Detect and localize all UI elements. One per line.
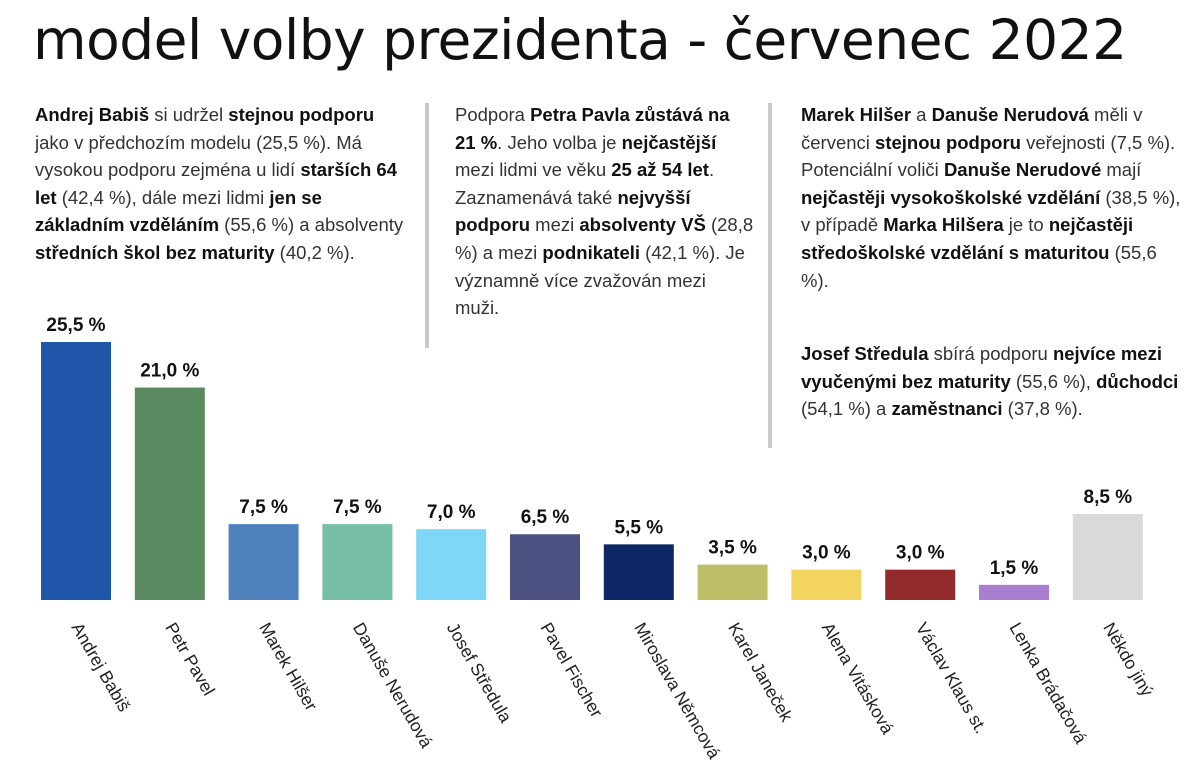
p2-segment: podnikateli <box>542 241 641 263</box>
category-label: Miroslava Němcová <box>630 619 724 762</box>
bar-10 <box>979 584 1049 600</box>
p3-segment: veřejnosti (7,5 %). Potenciální voliči <box>801 131 1176 181</box>
p4-segment: (55,6 %), <box>1010 370 1097 392</box>
p4-segment: (37,8 %). <box>1002 398 1083 420</box>
p4-segment: (54,1 %) a <box>801 398 892 420</box>
category-label: Danuše Nerudová <box>349 619 437 751</box>
bar-value-label: 8,5 % <box>1084 487 1133 508</box>
p2-segment: absolventy VŠ <box>579 214 706 236</box>
p4-segment: Josef Středula <box>801 343 929 364</box>
p1-segment: (42,4 %), dále mezi lidmi <box>56 186 270 208</box>
column-divider-1 <box>425 103 429 348</box>
p4-segment: nejvíce mezi vyučenými bez maturity <box>801 343 1162 392</box>
p4-segment: zaměstnanci <box>891 398 1003 420</box>
bar-value-label: 3,0 % <box>896 543 945 564</box>
category-label: Pavel Fischer <box>537 619 607 721</box>
p1-segment: Andrej Babiš <box>35 104 150 125</box>
p2-segment: Podpora <box>455 104 531 125</box>
bar-value-label: 1,5 % <box>990 558 1039 579</box>
p2-segment: nejvyšší podporu <box>455 186 691 236</box>
p4-segment: důchodci <box>1096 370 1179 392</box>
chart-title: model volby prezidenta - červenec 2022 <box>33 8 1127 72</box>
category-label: Václav Klaus st. <box>912 619 992 737</box>
p2-segment: (28,8 %) a mezi <box>455 214 754 263</box>
category-label: Josef Středula <box>443 619 516 726</box>
category-label: Andrej Babiš <box>68 619 135 715</box>
bar-8 <box>791 569 862 600</box>
bar-7 <box>697 564 768 600</box>
bar-value-label: 7,5 % <box>333 497 382 518</box>
p2-segment: nejčastější <box>621 131 717 153</box>
p3-segment: Marek Hilšer <box>801 104 912 125</box>
category-label: Karel Janeček <box>724 619 797 725</box>
bar-value-label: 3,5 % <box>708 538 757 559</box>
bar-4 <box>416 529 487 600</box>
p2-segment: . Zaznamenává také <box>455 159 715 208</box>
category-label: Alena Vitásková <box>818 619 898 738</box>
bar-6 <box>603 544 674 600</box>
bar-5 <box>510 534 580 600</box>
bar-value-label: 7,0 % <box>427 502 476 523</box>
bar-value-label: 3,0 % <box>802 543 851 564</box>
bar-11 <box>1072 514 1143 600</box>
bar-2 <box>228 524 299 600</box>
commentary-babis: Andrej Babiš si udržel stejnou podporu j… <box>35 101 410 267</box>
p1-segment: středních škol bez maturity <box>35 241 275 263</box>
bar-value-label: 6,5 % <box>521 507 570 528</box>
bar-value-label: 7,5 % <box>239 497 288 518</box>
p2-segment: . Jeho volba je <box>497 131 622 153</box>
bar-value-label: 21,0 % <box>140 361 199 382</box>
p1-segment: starších 64 let <box>35 159 398 208</box>
p3-segment: stejnou podporu <box>875 131 1021 153</box>
p3-segment: měli v červenci <box>801 104 1143 153</box>
p2-segment: Petra Pavla <box>530 104 630 125</box>
p1-segment: (40,2 %). <box>274 241 355 263</box>
p3-segment: (38,5 %), v případě <box>801 186 1181 236</box>
p3-segment: a <box>911 104 932 125</box>
p3-segment: Danuše Nerudové <box>943 159 1102 181</box>
p1-segment: si udržel <box>149 104 229 125</box>
p2-segment: (42,1 %). Je významně více zvažován mezi… <box>455 241 745 319</box>
p1-segment: jako v předchozím modelu (25,5 %). Má vy… <box>35 131 362 181</box>
bar-0 <box>41 342 111 600</box>
bar-9 <box>885 569 956 600</box>
p3-segment: mají <box>1101 159 1142 181</box>
p3-segment: je to <box>1003 214 1049 236</box>
bar-3 <box>322 524 393 600</box>
bar-1 <box>134 387 205 600</box>
p3-segment: nejčastěji vysokoškolské vzdělání <box>801 186 1101 208</box>
commentary-stredula: Josef Středula sbírá podporu nejvíce mez… <box>801 340 1181 423</box>
p2-segment: 25 až 54 let <box>611 159 709 181</box>
p3-segment: Danuše Nerudová <box>931 104 1089 125</box>
p3-segment: (55,6 %). <box>801 241 1157 291</box>
category-label: Marek Hilšer <box>255 619 322 714</box>
p1-segment: (55,6 %) a absolventy <box>219 214 404 236</box>
p3-segment: Marka Hilšera <box>883 214 1004 236</box>
column-divider-2 <box>768 103 772 448</box>
p2-segment: zůstává na 21 % <box>455 104 730 153</box>
p1-segment: stejnou podporu <box>228 104 375 125</box>
p4-segment: sbírá podporu <box>928 343 1053 364</box>
p3-segment: nejčastěji středoškolské vzdělání s matu… <box>801 214 1134 263</box>
p1-segment: jen se základním vzděláním <box>35 186 322 236</box>
category-label: Petr Pavel <box>161 619 219 699</box>
p2-segment: mezi <box>530 214 580 236</box>
category-label: Někdo jiný <box>1099 619 1157 700</box>
category-label: Lenka Brádačová <box>1006 619 1092 747</box>
p2-segment: mezi lidmi ve věku <box>455 159 612 181</box>
bar-value-label: 5,5 % <box>615 517 664 538</box>
commentary-hilser-nerudova: Marek Hilšer a Danuše Nerudová měli v če… <box>801 101 1181 294</box>
bar-value-label: 25,5 % <box>46 315 105 336</box>
commentary-pavel: Podpora Petra Pavla zůstává na 21 %. Jeh… <box>455 101 755 322</box>
